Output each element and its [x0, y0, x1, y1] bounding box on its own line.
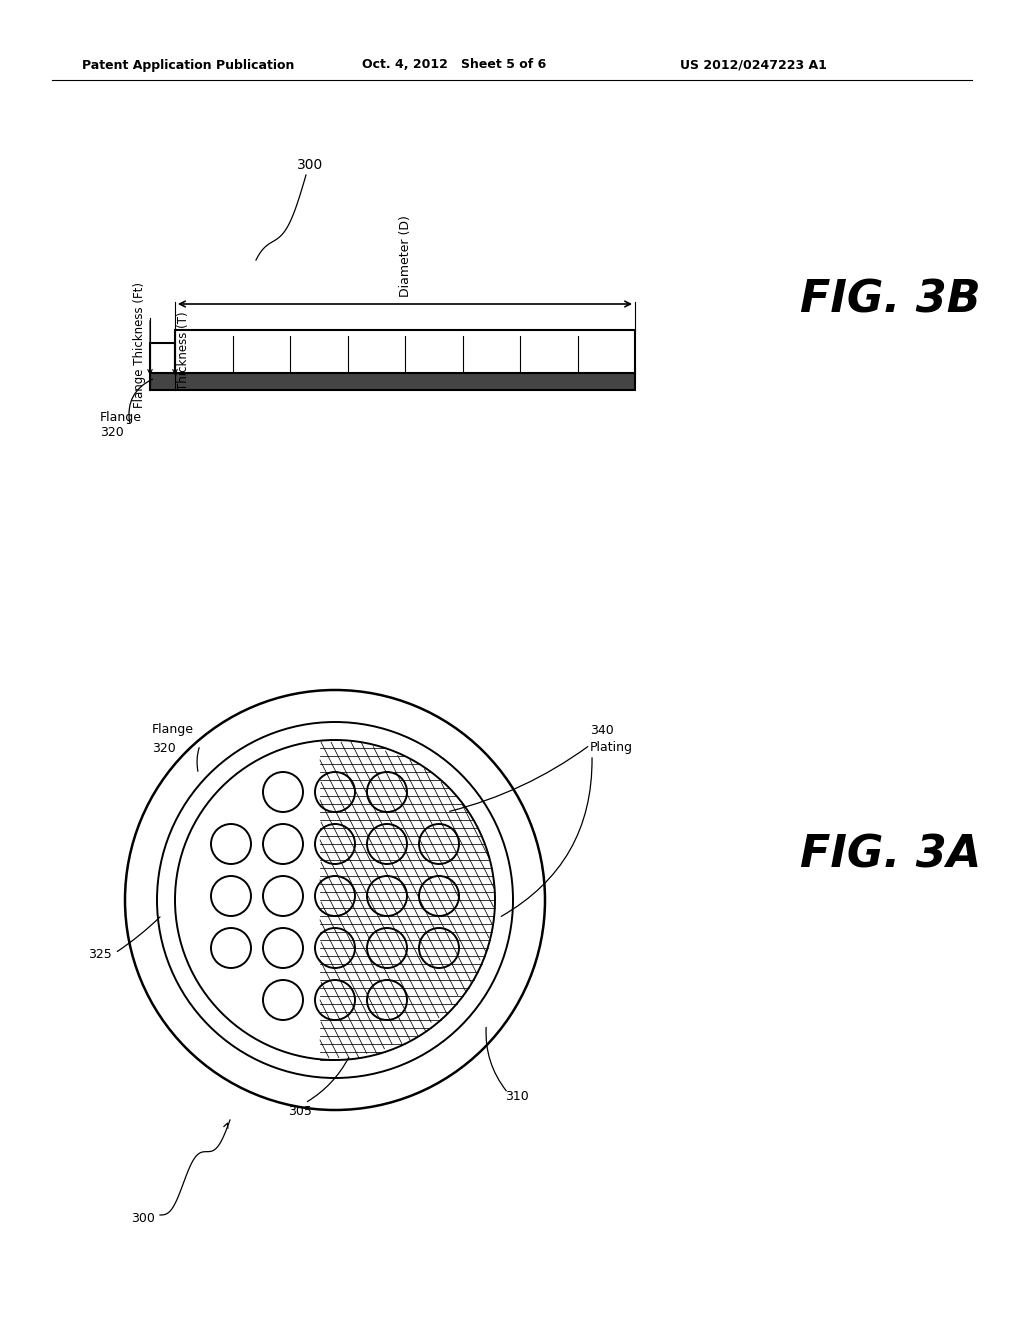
Bar — [150, 343, 175, 374]
Text: 320: 320 — [100, 425, 124, 438]
Text: 310: 310 — [505, 1090, 528, 1104]
Text: FIG. 3B: FIG. 3B — [800, 279, 981, 322]
Text: Patent Application Publication: Patent Application Publication — [82, 58, 294, 71]
Text: 320: 320 — [152, 742, 176, 755]
Text: 340: 340 — [590, 723, 613, 737]
Text: Oct. 4, 2012   Sheet 5 of 6: Oct. 4, 2012 Sheet 5 of 6 — [362, 58, 546, 71]
Text: Plating: Plating — [590, 742, 633, 755]
Bar — [150, 374, 635, 389]
Text: 300: 300 — [297, 158, 324, 172]
Text: Thickness (T): Thickness (T) — [177, 312, 190, 389]
Text: FIG. 3A: FIG. 3A — [800, 833, 981, 876]
Text: US 2012/0247223 A1: US 2012/0247223 A1 — [680, 58, 826, 71]
Text: 305: 305 — [288, 1105, 312, 1118]
Text: Flange: Flange — [152, 723, 194, 737]
Text: Diameter (D): Diameter (D) — [398, 215, 412, 297]
Text: Flange: Flange — [100, 412, 142, 425]
Text: Flange Thickness (Ft): Flange Thickness (Ft) — [133, 282, 146, 408]
Text: 325: 325 — [88, 949, 112, 961]
Text: 300: 300 — [131, 1212, 155, 1225]
Bar — [175, 330, 635, 374]
